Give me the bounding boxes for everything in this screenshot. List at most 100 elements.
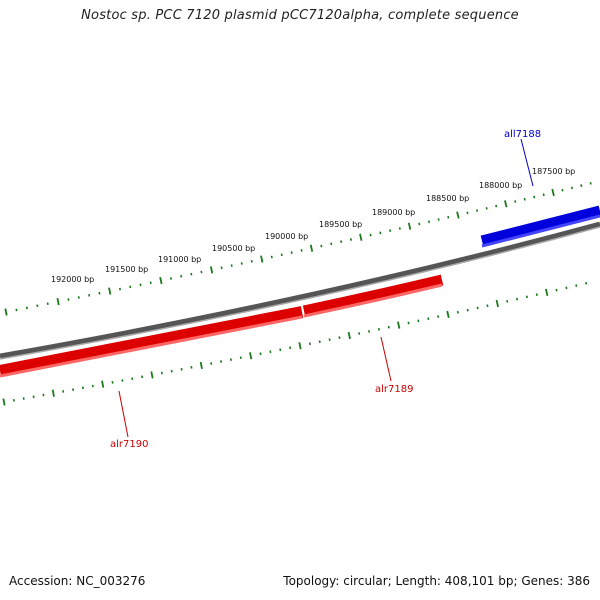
major-tick: [359, 233, 363, 241]
minor-tick: [485, 206, 488, 210]
major-tick: [199, 361, 203, 370]
minor-tick: [427, 317, 430, 321]
scale-label: 191000 bp: [158, 255, 201, 264]
minor-tick: [466, 308, 469, 312]
minor-tick: [466, 211, 469, 215]
major-tick: [150, 371, 154, 379]
gene-all7188[interactable]: [480, 205, 600, 248]
minor-tick: [523, 197, 526, 201]
major-tick: [397, 321, 401, 329]
minor-tick: [506, 299, 509, 303]
major-tick: [4, 308, 8, 316]
gene-bar[interactable]: [302, 274, 444, 317]
major-tick: [309, 244, 314, 252]
gene-alr7189[interactable]: [302, 274, 444, 318]
minor-tick: [417, 319, 420, 323]
minor-tick: [230, 264, 233, 267]
major-tick: [504, 200, 508, 208]
major-tick: [446, 310, 450, 319]
major-tick: [159, 276, 163, 285]
major-tick: [249, 352, 253, 360]
minor-tick: [240, 262, 243, 265]
minor-tick: [330, 242, 333, 246]
scale-label: 188500 bp: [426, 194, 469, 203]
minor-tick: [320, 244, 323, 248]
backbone-arc: [0, 221, 600, 359]
scale-label: 189500 bp: [319, 220, 362, 229]
minor-tick: [535, 293, 538, 296]
gene-label-all7188[interactable]: all7188: [504, 129, 541, 187]
major-tick: [56, 298, 60, 306]
minor-tick: [250, 259, 253, 263]
minor-tick: [418, 222, 421, 226]
minor-tick: [340, 240, 343, 244]
scale-label: 188000 bp: [479, 181, 522, 190]
outer-scale-track: [4, 181, 592, 316]
minor-tick: [220, 266, 223, 270]
scale-labels: 187500 bp 188000 bp 188500 bp 189000 bp …: [51, 167, 575, 284]
major-tick: [2, 398, 6, 406]
minor-tick: [516, 297, 519, 301]
minor-tick: [555, 288, 558, 292]
inner-scale-track: [2, 281, 588, 406]
minor-tick: [290, 251, 293, 254]
minor-tick: [495, 204, 498, 208]
minor-tick: [476, 306, 479, 310]
gene-bar[interactable]: [480, 205, 600, 247]
scale-label: 190500 bp: [212, 244, 255, 253]
scale-label: 189000 bp: [372, 208, 415, 217]
gene-name[interactable]: alr7190: [110, 439, 148, 450]
minor-tick: [427, 220, 430, 224]
backbone-arc-highlight: [0, 226, 600, 360]
major-tick: [551, 188, 555, 197]
minor-tick: [349, 238, 352, 241]
leader-line: [118, 390, 129, 438]
leader-line: [520, 138, 534, 187]
minor-tick: [486, 304, 489, 308]
minor-tick: [447, 215, 450, 219]
gene-bar[interactable]: [0, 306, 304, 377]
minor-tick: [389, 229, 392, 233]
major-tick: [347, 331, 351, 340]
gene-bar-edge: [303, 283, 443, 318]
topology-text: Topology: circular; Length: 408,101 bp; …: [283, 574, 590, 588]
minor-tick: [533, 195, 536, 199]
gene-label-alr7189[interactable]: alr7189: [375, 336, 413, 395]
gene-alr7190[interactable]: [0, 306, 304, 378]
minor-tick: [542, 193, 545, 197]
map-title: Nostoc sp. PCC 7120 plasmid pCC7120alpha…: [81, 8, 519, 23]
minor-tick: [589, 181, 592, 185]
minor-tick: [476, 209, 479, 212]
gene-name[interactable]: alr7189: [375, 384, 413, 395]
minor-tick: [585, 281, 588, 285]
major-tick: [407, 222, 412, 230]
major-tick: [495, 299, 499, 308]
minor-tick: [379, 231, 382, 235]
minor-tick: [300, 249, 303, 252]
minor-tick: [398, 227, 401, 230]
leader-line: [380, 336, 392, 382]
gene-bar-edge: [0, 315, 303, 378]
gene-name[interactable]: all7188: [504, 129, 541, 140]
gene-bar-edge: [481, 214, 600, 248]
minor-tick: [280, 253, 283, 257]
minor-tick: [456, 310, 459, 314]
major-tick: [456, 211, 460, 219]
major-tick: [108, 287, 112, 295]
scale-label: 190000 bp: [265, 232, 308, 241]
accession-text: Accession: NC_003276: [9, 574, 146, 588]
major-tick: [545, 288, 549, 296]
minor-tick: [575, 284, 578, 287]
gene-label-alr7190[interactable]: alr7190: [110, 390, 148, 450]
minor-tick: [570, 186, 573, 190]
major-tick: [260, 255, 264, 263]
minor-tick: [270, 255, 273, 259]
major-tick: [101, 380, 105, 388]
minor-tick: [565, 286, 568, 290]
minor-tick: [437, 315, 440, 318]
minor-tick: [369, 233, 372, 237]
major-tick: [298, 342, 302, 350]
major-tick: [209, 266, 214, 274]
minor-tick: [561, 188, 564, 192]
